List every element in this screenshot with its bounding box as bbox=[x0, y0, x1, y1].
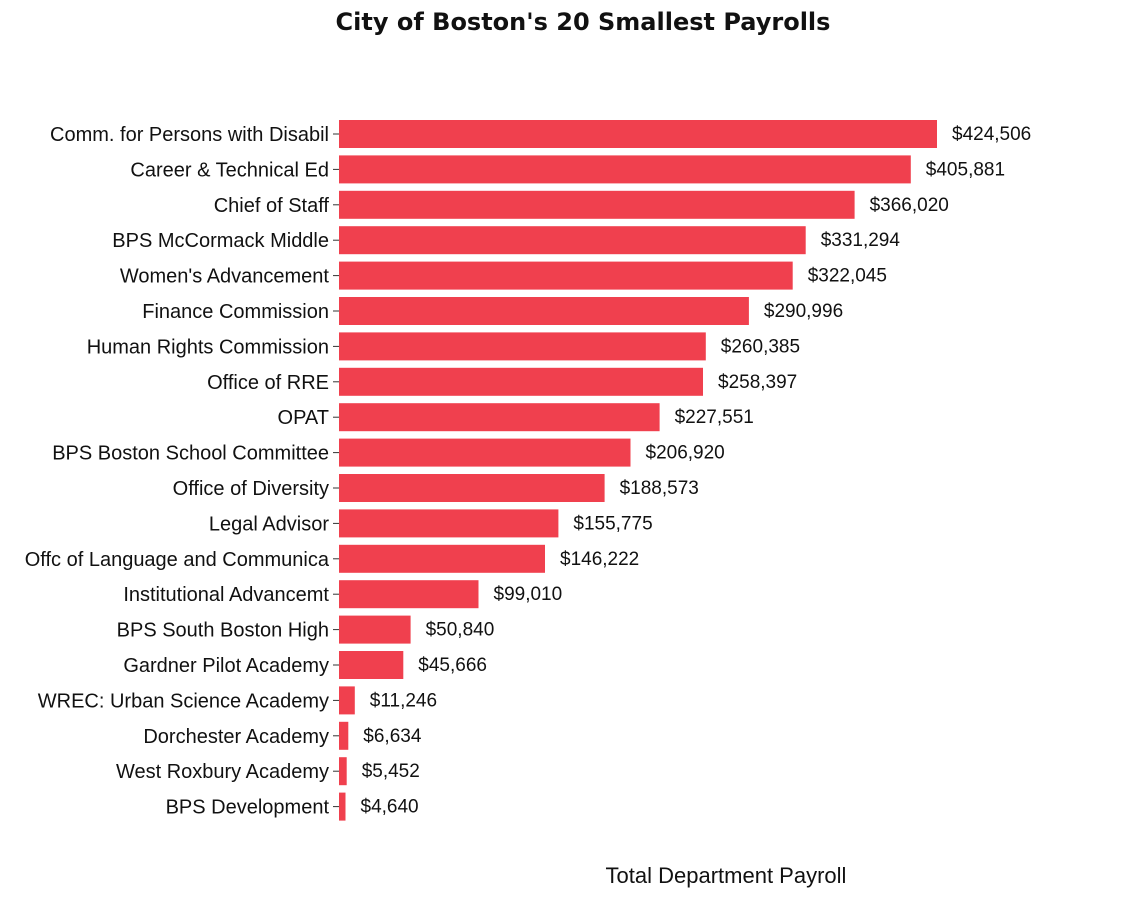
bar bbox=[339, 403, 660, 432]
value-label: $260,385 bbox=[721, 336, 800, 357]
category-label: BPS Development bbox=[166, 797, 330, 819]
bar bbox=[339, 261, 793, 290]
value-label: $99,010 bbox=[494, 584, 563, 605]
value-label: $331,294 bbox=[821, 230, 901, 251]
bar bbox=[339, 332, 706, 361]
category-label: Finance Commission bbox=[142, 301, 329, 323]
category-label: WREC: Urban Science Academy bbox=[38, 690, 329, 712]
category-label: Human Rights Commission bbox=[87, 336, 329, 358]
value-label: $290,996 bbox=[764, 301, 843, 322]
value-label: $188,573 bbox=[620, 478, 699, 499]
value-label: $4,640 bbox=[361, 797, 419, 818]
category-label: Gardner Pilot Academy bbox=[123, 655, 329, 677]
value-label: $155,775 bbox=[573, 513, 652, 534]
chart-title: City of Boston's 20 Smallest Payrolls bbox=[336, 8, 831, 36]
category-label: Office of Diversity bbox=[173, 478, 329, 500]
value-label: $50,840 bbox=[426, 620, 495, 641]
bar bbox=[339, 651, 404, 679]
category-label: Legal Advisor bbox=[209, 513, 329, 535]
value-label: $405,881 bbox=[926, 159, 1005, 180]
bar bbox=[339, 226, 806, 255]
category-label: BPS McCormack Middle bbox=[112, 230, 329, 252]
category-label: Offc of Language and Communica bbox=[25, 549, 330, 571]
bar bbox=[339, 438, 631, 467]
bar bbox=[339, 721, 349, 750]
bar bbox=[339, 580, 479, 609]
value-label: $227,551 bbox=[675, 407, 754, 428]
x-axis-label: Total Department Payroll bbox=[606, 863, 847, 888]
value-label: $5,452 bbox=[362, 761, 420, 782]
value-label: $11,246 bbox=[370, 690, 437, 711]
bar bbox=[339, 190, 855, 219]
bar bbox=[339, 474, 605, 502]
category-label: Institutional Advancemt bbox=[123, 584, 329, 606]
bar bbox=[339, 757, 347, 786]
bar bbox=[339, 155, 911, 184]
bar bbox=[339, 615, 411, 644]
bar bbox=[339, 509, 559, 538]
category-label: BPS Boston School Committee bbox=[52, 443, 329, 465]
category-labels: Comm. for Persons with Disabil Career & T… bbox=[25, 124, 330, 819]
category-label: West Roxbury Academy bbox=[116, 761, 329, 783]
category-label: Comm. for Persons with Disabil bbox=[50, 124, 329, 146]
category-label: BPS South Boston High bbox=[117, 620, 329, 642]
value-label: $258,397 bbox=[718, 372, 797, 393]
bar bbox=[339, 120, 937, 148]
value-labels: $424,506 $405,881 $366,020 $331,294 $322,045… bbox=[361, 124, 1032, 818]
value-label: $45,666 bbox=[418, 655, 487, 676]
category-label: Office of RRE bbox=[207, 372, 329, 394]
bar bbox=[339, 792, 346, 821]
value-label: $366,020 bbox=[870, 195, 949, 216]
category-label: OPAT bbox=[278, 407, 329, 429]
bar bbox=[339, 367, 703, 396]
bar bbox=[339, 686, 355, 715]
value-label: $322,045 bbox=[808, 266, 887, 287]
category-label: Dorchester Academy bbox=[143, 726, 329, 748]
bar bbox=[339, 544, 545, 573]
category-label: Career & Technical Ed bbox=[130, 159, 329, 181]
value-label: $146,222 bbox=[560, 549, 639, 570]
category-label: Women's Advancement bbox=[120, 266, 330, 288]
category-ticks bbox=[333, 133, 339, 808]
bars-layer bbox=[339, 120, 937, 821]
category-label: Chief of Staff bbox=[214, 195, 330, 217]
value-label: $6,634 bbox=[363, 726, 422, 747]
bar bbox=[339, 297, 749, 325]
value-label: $206,920 bbox=[646, 443, 725, 464]
value-label: $424,506 bbox=[952, 124, 1031, 145]
